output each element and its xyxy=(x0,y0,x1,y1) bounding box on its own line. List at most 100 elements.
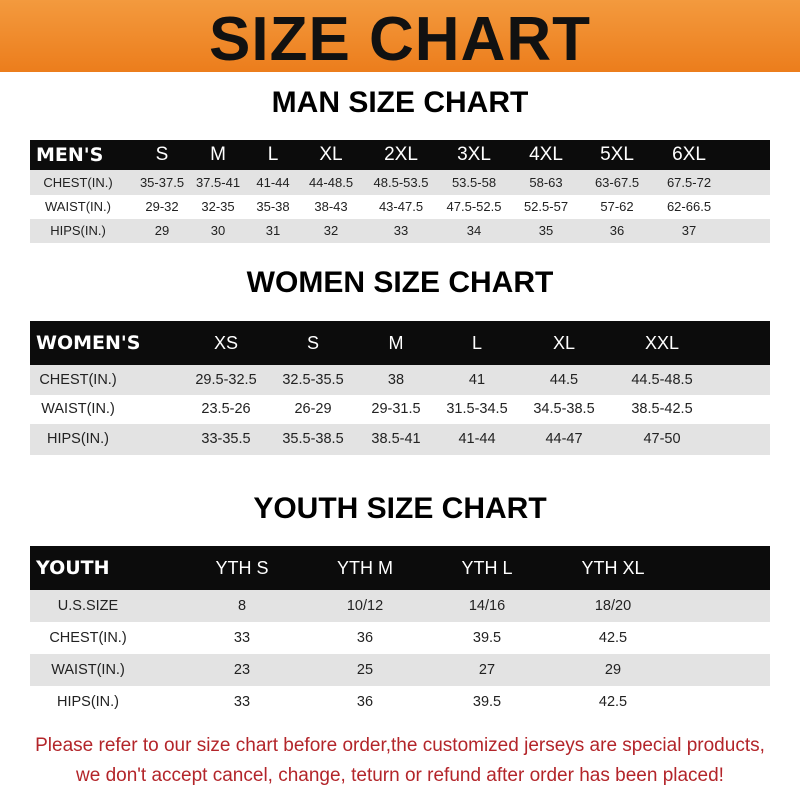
table-cell: 32.5-35.5 xyxy=(282,372,344,388)
table-row: CHEST(IN.) 35-37.5 37.5-41 41-44 44-48.5 48.5… xyxy=(30,170,770,195)
table-cell: 62-66.5 xyxy=(666,199,712,214)
table-cell: 34.5-38.5 xyxy=(533,401,595,417)
table-cell: 29 xyxy=(154,223,170,238)
size-column-header: S xyxy=(155,144,169,165)
table-cell: 44-47 xyxy=(545,431,583,447)
table-cell: 39.5 xyxy=(472,630,502,646)
size-column-header: S xyxy=(306,333,320,353)
table-cell: 37.5-41 xyxy=(195,175,241,190)
measurement-label: CHEST(IN.) xyxy=(39,372,117,388)
table-cell: 36 xyxy=(609,223,625,238)
table-cell: 37 xyxy=(681,223,697,238)
table-cell: 33 xyxy=(393,223,409,238)
table-row: WAIST(IN.) 29-32 32-35 35-38 38-43 43-47.5 47.… xyxy=(30,195,770,219)
table-cell: 43-47.5 xyxy=(378,199,424,214)
size-column-header: 4XL xyxy=(529,144,563,165)
table-header-label: YOUTH xyxy=(36,557,110,579)
table-row: WAIST(IN.) 23 25 27 29 xyxy=(30,654,770,686)
table-cell: 35-38 xyxy=(256,199,290,214)
size-column-header: M xyxy=(388,333,404,353)
measurement-label: CHEST(IN.) xyxy=(49,630,127,646)
table-cell: 31.5-34.5 xyxy=(446,401,508,417)
measurement-label: WAIST(IN.) xyxy=(45,199,111,214)
size-column-header: XL xyxy=(552,333,576,353)
table-row: CHEST(IN.) 33 36 39.5 42.5 xyxy=(30,622,770,654)
measurement-label: HIPS(IN.) xyxy=(50,223,106,238)
table-cell: 47.5-52.5 xyxy=(446,199,502,214)
measurement-label: WAIST(IN.) xyxy=(51,662,125,678)
table-cell: 29-32 xyxy=(145,199,179,214)
table-cell: 63-67.5 xyxy=(594,175,640,190)
table-cell: 44-48.5 xyxy=(308,175,354,190)
size-column-header: 5XL xyxy=(600,144,634,165)
table-cell: 41-44 xyxy=(256,175,290,190)
table-cell: 23.5-26 xyxy=(201,401,251,417)
table-cell: 29.5-32.5 xyxy=(195,372,257,388)
table-cell: 26-29 xyxy=(294,401,332,417)
measurement-label: HIPS(IN.) xyxy=(46,431,110,447)
measurement-label: HIPS(IN.) xyxy=(56,694,120,710)
table-cell: 35-37.5 xyxy=(139,175,185,190)
table-header-row: MEN'S S M L XL 2XL 3XL 4XL 5XL 6XL xyxy=(30,140,770,170)
size-column-header: XL xyxy=(319,144,343,165)
size-column-header: L xyxy=(267,144,279,165)
table-header-row: WOMEN'S XS S M L XL XXL xyxy=(30,321,770,365)
footer-notice-line-2: we don't accept cancel, change, teturn o… xyxy=(76,765,724,786)
table-header-label: WOMEN'S xyxy=(36,332,141,354)
size-column-header: 2XL xyxy=(384,144,418,165)
measurement-label: WAIST(IN.) xyxy=(41,401,115,417)
table-cell: 8 xyxy=(237,598,247,614)
table-cell: 10/12 xyxy=(346,598,384,614)
banner: SIZE CHART xyxy=(0,0,800,74)
table-cell: 33-35.5 xyxy=(201,431,251,447)
table-cell: 32-35 xyxy=(201,199,235,214)
table-cell: 34 xyxy=(466,223,482,238)
men-section-title: MAN SIZE CHART xyxy=(271,86,529,119)
table-cell: 14/16 xyxy=(468,598,506,614)
women-section-title: WOMEN SIZE CHART xyxy=(246,266,554,299)
table-header-label: MEN'S xyxy=(36,144,104,166)
table-cell: 39.5 xyxy=(472,694,502,710)
table-row: WAIST(IN.) 23.5-26 26-29 29-31.5 31.5-34.5 34… xyxy=(30,395,770,424)
size-column-header: 3XL xyxy=(457,144,491,165)
table-cell: 38 xyxy=(387,372,405,388)
table-cell: 35.5-38.5 xyxy=(282,431,344,447)
size-column-header: XS xyxy=(213,333,239,353)
size-column-header: 6XL xyxy=(672,144,706,165)
table-row: HIPS(IN.) 33-35.5 35.5-38.5 38.5-41 41-44 44-… xyxy=(30,424,770,455)
youth-section-title: YOUTH SIZE CHART xyxy=(253,492,547,525)
table-cell: 33 xyxy=(233,694,251,710)
table-cell: 44.5 xyxy=(549,372,579,388)
measurement-label: U.S.SIZE xyxy=(57,598,119,614)
table-cell: 29-31.5 xyxy=(371,401,421,417)
table-row: HIPS(IN.) 33 36 39.5 42.5 xyxy=(30,686,770,718)
size-column-header: YTH M xyxy=(337,558,393,578)
table-row: CHEST(IN.) 29.5-32.5 32.5-35.5 38 41 44.5 44.5… xyxy=(30,365,770,395)
table-cell: 57-62 xyxy=(600,199,634,214)
table-cell: 48.5-53.5 xyxy=(373,175,429,190)
table-cell: 29 xyxy=(604,662,622,678)
table-cell: 30 xyxy=(210,223,226,238)
men-size-table: MEN'S S M L XL 2XL 3XL 4XL 5XL 6XL CHEST(IN.) 35-37… xyxy=(30,140,770,243)
size-column-header: M xyxy=(210,144,226,165)
table-cell: 36 xyxy=(356,694,374,710)
table-cell: 38.5-41 xyxy=(371,431,421,447)
table-cell: 31 xyxy=(265,223,281,238)
table-cell: 53.5-58 xyxy=(451,175,497,190)
table-row: HIPS(IN.) 29 30 31 32 33 34 35 36 37 xyxy=(30,219,770,243)
women-size-table: WOMEN'S XS S M L XL XXL CHEST(IN.) 29.5-32.5 32.5… xyxy=(30,321,770,455)
table-cell: 36 xyxy=(356,630,374,646)
table-row: U.S.SIZE 8 10/12 14/16 18/20 xyxy=(30,590,770,622)
table-cell: 58-63 xyxy=(529,175,563,190)
size-column-header: L xyxy=(471,333,483,353)
size-column-header: YTH XL xyxy=(581,558,645,578)
table-cell: 41 xyxy=(468,372,486,388)
footer-notice-line-1: Please refer to our size chart before or… xyxy=(35,735,765,756)
table-cell: 18/20 xyxy=(594,598,632,614)
table-cell: 27 xyxy=(478,662,496,678)
table-cell: 47-50 xyxy=(643,431,681,447)
table-cell: 35 xyxy=(538,223,554,238)
size-column-header: YTH L xyxy=(461,558,513,578)
table-cell: 38-43 xyxy=(314,199,348,214)
size-column-header: XXL xyxy=(644,333,680,353)
